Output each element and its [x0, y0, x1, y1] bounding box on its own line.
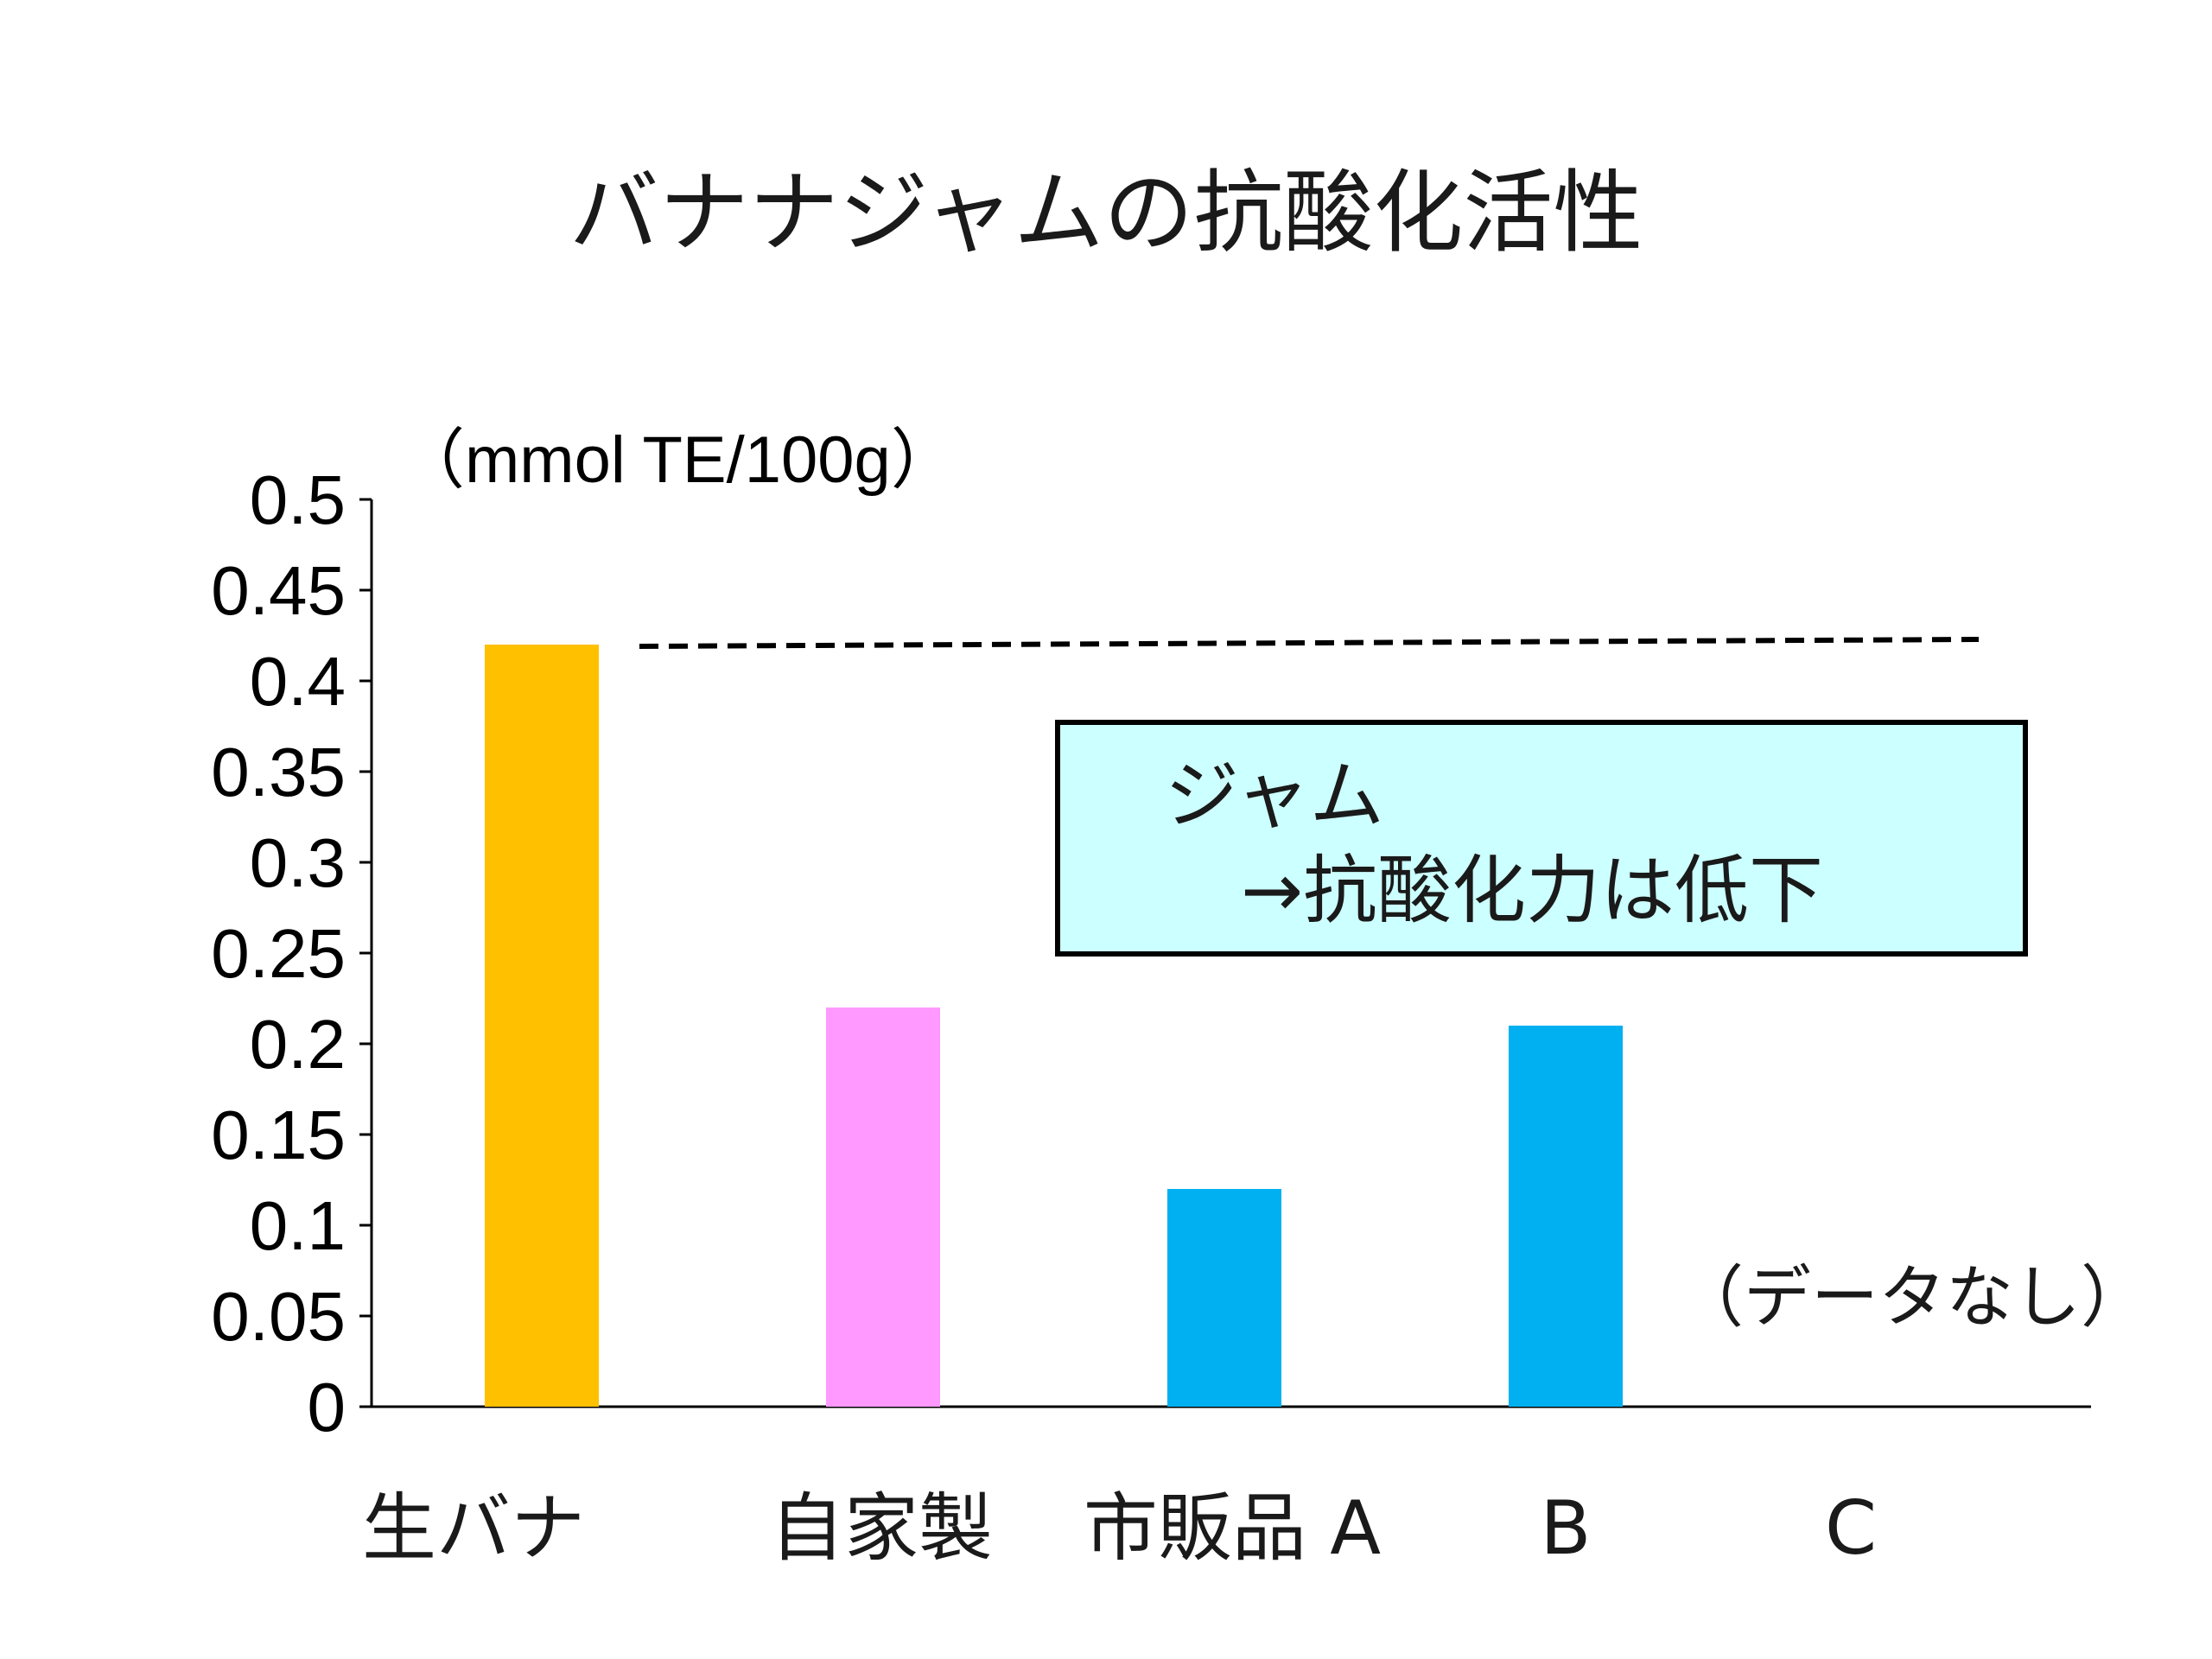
x-category-label-2: 自家製: [770, 1485, 993, 1572]
x-category-label-3: 市販品 A: [1084, 1485, 1381, 1572]
y-tick-label: 0.25: [211, 915, 346, 992]
callout-line-1: ジャム: [1165, 753, 1384, 839]
bar-3: [1167, 1189, 1281, 1407]
y-tick-label: 0.1: [250, 1187, 346, 1264]
y-ticks: 0 0.05 0.1 0.15 0.2 0.25 0.3 0.35 0.4 0.45 0.5: [211, 461, 372, 1446]
callout-box: ジャム →抗酸化力は低下: [1055, 720, 2028, 957]
y-tick-label: 0.4: [250, 643, 346, 720]
no-data-note: （データなし）: [1676, 1259, 2148, 1337]
y-tick-label: 0.3: [250, 824, 346, 901]
y-tick-label: 0.15: [211, 1096, 346, 1173]
bars: [485, 645, 1623, 1407]
x-category-label-4: B: [1541, 1485, 1592, 1572]
y-tick-label: 0.5: [250, 461, 346, 538]
bar-1: [485, 645, 599, 1407]
bar-2: [826, 1007, 940, 1407]
bar-4: [1509, 1026, 1623, 1407]
x-category-label-1: 生バナ: [362, 1485, 585, 1572]
y-axis-unit-label: （mmol TE/100g）: [399, 423, 957, 497]
chart-title: バナナジャムの抗酸化活性: [569, 160, 1643, 265]
callout-line-2: →抗酸化力は低下: [1241, 848, 1823, 934]
reference-dashed-line: [639, 637, 1980, 649]
callout-rect: [1055, 720, 2028, 957]
reference-line-group: [639, 637, 1980, 649]
x-category-labels: 生バナ 自家製 市販品 A B C: [362, 1485, 1877, 1572]
x-category-label-5: C: [1825, 1485, 1877, 1572]
y-tick-label: 0.05: [211, 1278, 346, 1355]
y-tick-label: 0.35: [211, 734, 346, 810]
y-tick-label: 0.45: [211, 552, 346, 629]
y-tick-label: 0.2: [250, 1006, 346, 1083]
y-tick-label: 0: [308, 1369, 346, 1446]
